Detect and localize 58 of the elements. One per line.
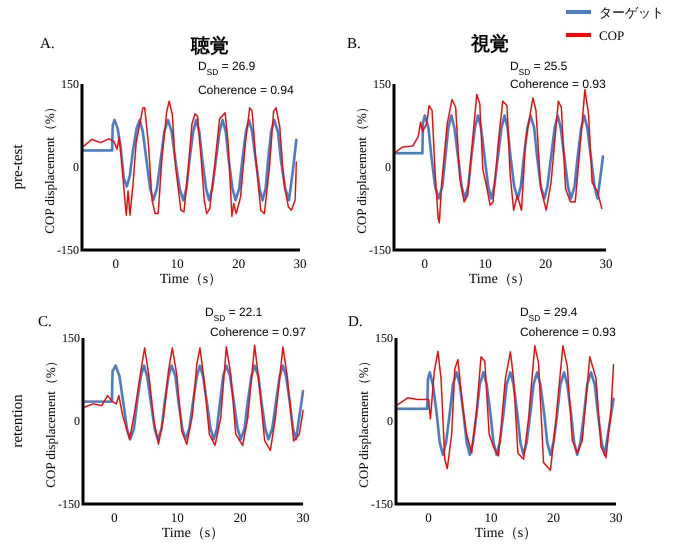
x-tick-label: 30 xyxy=(294,256,306,271)
x-tick-label: 0 xyxy=(425,510,432,525)
y-tick-label: 150 xyxy=(62,331,80,345)
y-axis-title: COP displacement（%） xyxy=(43,354,58,488)
x-axis-title: Time（s） xyxy=(160,272,222,287)
y-axis-title: COP displacement（%） xyxy=(356,354,371,488)
line-series xyxy=(84,344,304,452)
text: B. xyxy=(347,36,361,52)
x-axis-title: Time（s） xyxy=(468,272,532,287)
x-tick-label: 10 xyxy=(170,256,184,271)
legend-label: COP xyxy=(599,28,624,43)
legend-label: ターゲット xyxy=(599,5,664,20)
x-tick-label: 0 xyxy=(111,510,118,525)
x-tick-label: 10 xyxy=(478,256,492,271)
y-axis-title: COP displacement（%） xyxy=(354,100,369,234)
x-tick-label: 0 xyxy=(112,256,120,271)
y-tick-label: 0 xyxy=(387,414,393,428)
y-tick-label: 150 xyxy=(373,77,391,91)
x-tick-label: 20 xyxy=(547,510,560,525)
line-series xyxy=(393,88,602,224)
text: D$_{SD}$ = 29.4 xyxy=(520,305,578,323)
chart-title: 聴覚 xyxy=(190,35,229,57)
x-tick-label: 10 xyxy=(484,510,498,525)
text: D$_{SD}$ = 26.9 xyxy=(198,59,256,77)
x-axis-title: Time（s） xyxy=(474,526,538,541)
line-series xyxy=(396,345,614,471)
y-tick-label: -150 xyxy=(57,243,79,257)
y-tick-label: 150 xyxy=(61,77,79,91)
x-tick-label: 30 xyxy=(600,256,612,271)
text: A. xyxy=(40,36,55,52)
text: D. xyxy=(348,314,363,330)
text: D$_{SD}$ = 22.1 xyxy=(205,305,263,323)
y-tick-label: 0 xyxy=(385,160,391,174)
annotation: Coherence = 0.97 xyxy=(210,325,306,339)
y-tick-label: -150 xyxy=(58,497,80,511)
text: C. xyxy=(38,314,52,330)
y-tick-label: 0 xyxy=(73,160,79,174)
x-tick-label: 10 xyxy=(170,510,184,525)
y-tick-label: 150 xyxy=(375,331,393,345)
x-tick-label: 20 xyxy=(232,256,246,271)
line-series xyxy=(81,100,298,217)
x-tick-label: 0 xyxy=(422,256,428,271)
y-tick-label: -150 xyxy=(369,243,391,257)
y-tick-label: -150 xyxy=(371,497,393,511)
x-tick-label: 20 xyxy=(539,256,552,271)
text: D$_{SD}$ = 25.5 xyxy=(510,59,568,77)
annotation: Coherence = 0.94 xyxy=(198,83,294,97)
y-axis-title: COP displacement（%） xyxy=(42,100,57,234)
text: retention xyxy=(10,394,26,448)
y-tick-label: 0 xyxy=(74,414,80,428)
text: pre-test xyxy=(10,144,26,190)
x-axis-title: Time（s） xyxy=(162,526,224,541)
chart-title: 視覚 xyxy=(470,33,509,55)
x-tick-label: 30 xyxy=(296,510,310,525)
x-tick-label: 30 xyxy=(610,510,622,525)
annotation: Coherence = 0.93 xyxy=(520,325,616,339)
annotation: Coherence = 0.93 xyxy=(510,77,606,91)
x-tick-label: 20 xyxy=(234,510,247,525)
